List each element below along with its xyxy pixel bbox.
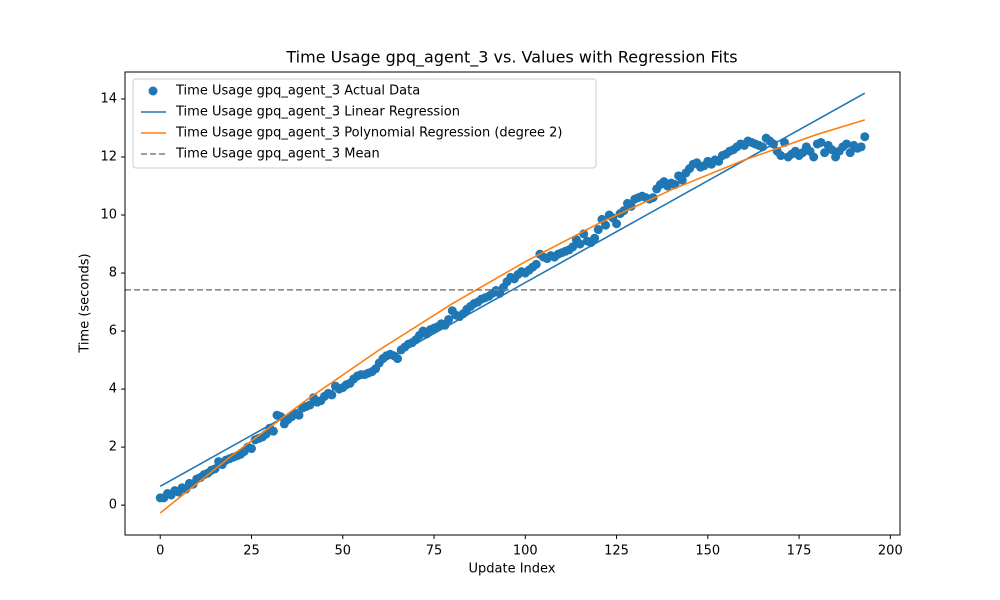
data-point bbox=[677, 175, 687, 185]
x-tick-label: 50 bbox=[334, 544, 351, 559]
legend-label: Time Usage gpq_agent_3 Actual Data bbox=[175, 84, 420, 99]
axes-frame bbox=[124, 71, 901, 536]
y-axis-label: Time (seconds) bbox=[78, 253, 93, 353]
data-point bbox=[268, 426, 278, 436]
data-point bbox=[612, 219, 622, 229]
data-point bbox=[845, 148, 855, 158]
y-tick-label: 0 bbox=[109, 498, 117, 513]
regression-line bbox=[159, 119, 866, 514]
data-point bbox=[816, 137, 826, 147]
y-tick-label: 14 bbox=[100, 91, 117, 106]
plot-area bbox=[125, 92, 900, 514]
y-tick-label: 2 bbox=[109, 440, 117, 455]
data-point bbox=[276, 412, 286, 422]
data-point bbox=[531, 259, 541, 269]
data-point bbox=[575, 239, 585, 249]
y-tick-label: 12 bbox=[100, 149, 117, 164]
x-tick-label: 125 bbox=[604, 544, 629, 559]
data-point bbox=[568, 242, 578, 252]
x-tick-label: 25 bbox=[243, 544, 260, 559]
x-tick-label: 100 bbox=[513, 544, 538, 559]
y-tick-label: 10 bbox=[100, 208, 117, 223]
x-tick-label: 0 bbox=[156, 544, 164, 559]
legend-box bbox=[132, 78, 597, 169]
x-axis-label: Update Index bbox=[468, 562, 555, 577]
legend-marker bbox=[148, 86, 158, 96]
data-point bbox=[856, 142, 866, 152]
legend-label: Time Usage gpq_agent_3 Linear Regression bbox=[175, 105, 460, 120]
data-point bbox=[294, 410, 304, 420]
legend: Time Usage gpq_agent_3 Actual Data Time U… bbox=[132, 78, 597, 169]
data-point bbox=[842, 139, 852, 149]
data-point bbox=[860, 132, 870, 142]
data-point bbox=[305, 400, 315, 410]
legend-label: Time Usage gpq_agent_3 Polynomial Regres… bbox=[175, 126, 562, 141]
data-point bbox=[593, 225, 603, 235]
data-point bbox=[626, 201, 636, 211]
data-point bbox=[809, 152, 819, 162]
data-point bbox=[601, 220, 611, 230]
data-point bbox=[820, 148, 830, 158]
legend-label: Time Usage gpq_agent_3 Mean bbox=[175, 147, 380, 162]
chart-title: Time Usage gpq_agent_3 vs. Values with R… bbox=[285, 48, 737, 68]
data-point bbox=[827, 145, 837, 155]
y-tick-label: 4 bbox=[109, 382, 117, 397]
data-point bbox=[776, 151, 786, 161]
data-point bbox=[590, 233, 600, 243]
y-tick-label: 6 bbox=[109, 324, 117, 339]
data-point bbox=[444, 314, 454, 324]
x-tick-label: 200 bbox=[878, 544, 903, 559]
y-tick-label: 8 bbox=[109, 266, 117, 281]
x-tick-label: 75 bbox=[426, 544, 443, 559]
x-tick-label: 150 bbox=[695, 544, 720, 559]
x-tick-label: 175 bbox=[787, 544, 812, 559]
data-point bbox=[246, 444, 256, 454]
data-point bbox=[393, 354, 403, 364]
